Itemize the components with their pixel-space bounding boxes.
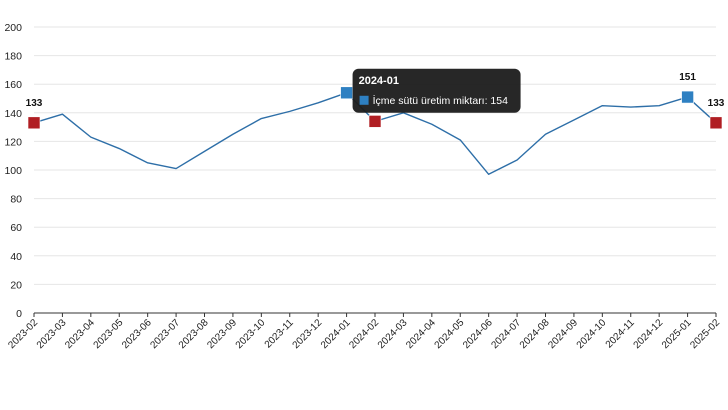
data-labels-layer: 133 151 133: [26, 72, 725, 109]
y-tick-label: 40: [10, 251, 22, 263]
x-tick-label: 2023-09: [205, 317, 239, 351]
markers-layer[interactable]: [27, 86, 723, 130]
x-tick-label: 2024-05: [433, 317, 467, 351]
x-tick-label: 2025-02: [688, 317, 722, 351]
data-label: 133: [708, 98, 725, 109]
x-tick-label: 2023-07: [148, 317, 182, 351]
y-tick-label: 100: [4, 165, 22, 177]
y-tick-label: 80: [10, 194, 22, 206]
x-tick-label: 2024-09: [546, 317, 580, 351]
y-tick-label: 140: [4, 108, 22, 120]
y-tick-label: 200: [4, 22, 22, 34]
data-point-marker[interactable]: [681, 90, 694, 104]
data-point-marker[interactable]: [340, 86, 353, 100]
y-tick-label: 180: [4, 51, 22, 63]
data-label: 133: [26, 98, 43, 109]
y-tick-label: 0: [16, 308, 22, 320]
x-axis: 2023-022023-032023-042023-052023-062023-…: [6, 312, 722, 351]
tooltip-title: 2024-01: [359, 75, 399, 87]
tooltip-series-value: İçme sütü üretim miktarı: 154: [373, 94, 509, 107]
x-tick-label: 2023-05: [92, 317, 126, 351]
y-tick-label: 160: [4, 79, 22, 91]
x-tick-label: 2023-12: [291, 317, 325, 351]
data-point-marker[interactable]: [368, 115, 382, 128]
y-tick-label: 120: [4, 136, 22, 148]
x-tick-label: 2024-07: [489, 317, 523, 351]
x-tick-label: 2023-03: [35, 317, 69, 351]
x-tick-label: 2024-04: [404, 317, 438, 351]
x-tick-label: 2024-01: [319, 317, 353, 351]
x-tick-label: 2023-04: [63, 317, 97, 351]
x-tick-label: 2024-12: [632, 317, 666, 351]
x-tick-label: 2023-10: [234, 317, 268, 351]
x-tick-label: 2024-06: [461, 317, 495, 351]
x-tick-label: 2024-02: [347, 317, 381, 351]
data-label: 151: [679, 72, 696, 83]
x-tick-label: 2023-06: [120, 317, 154, 351]
x-tick-label: 2024-08: [518, 317, 552, 351]
x-tick-label: 2023-08: [177, 317, 211, 351]
x-tick-label: 2024-03: [376, 317, 410, 351]
x-tick-label: 2025-01: [660, 317, 694, 351]
x-tick-label: 2023-02: [6, 317, 40, 351]
tooltip-box: [352, 68, 521, 113]
tooltip-series-swatch: [359, 95, 369, 105]
y-tick-label: 20: [10, 279, 22, 291]
x-tick-label: 2024-11: [604, 317, 638, 351]
tooltip: 2024-01 İçme sütü üretim miktarı: 154: [352, 68, 521, 113]
y-tick-label: 60: [10, 222, 22, 234]
data-point-marker[interactable]: [27, 116, 41, 130]
data-point-marker[interactable]: [709, 116, 723, 130]
x-tick-label: 2023-11: [263, 317, 297, 351]
y-axis: 0 20 40 60 80 100 120 140 160 180 200: [4, 22, 22, 320]
x-tick-label: 2024-10: [575, 317, 609, 351]
